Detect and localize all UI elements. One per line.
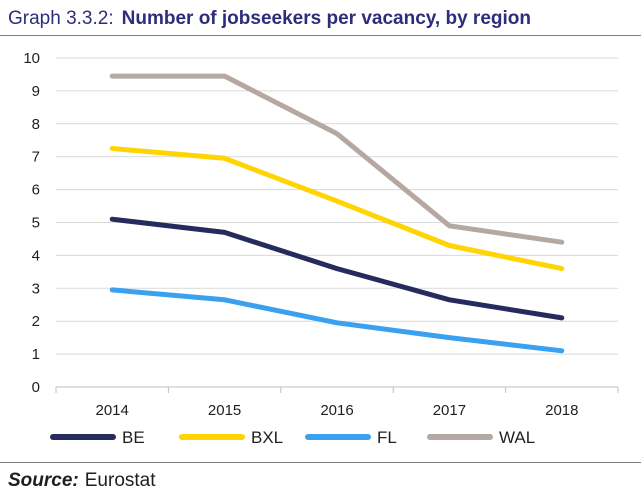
y-tick-label-3: 3	[32, 280, 40, 297]
y-tick-label-0: 0	[32, 379, 40, 396]
title-divider	[0, 35, 641, 36]
legend-label-wal: WAL	[499, 428, 535, 447]
legend: BE BXL FL WAL	[50, 428, 535, 447]
y-tick-label-1: 1	[32, 346, 40, 363]
source-value: Eurostat	[84, 470, 156, 491]
chart-title-bar: Graph 3.3.2: Number of jobseekers per vac…	[8, 6, 636, 32]
y-tick-label-6: 6	[32, 182, 40, 199]
chart-title: Number of jobseekers per vacancy, by reg…	[121, 8, 531, 29]
line-chart: 0 1 2 3 4 5 6 7 8 9 10 2014 2015 2016 2017 2018 BE BXL FL…	[23, 50, 619, 447]
x-tick-label-2014: 2014	[96, 402, 129, 419]
y-tick-label-9: 9	[32, 83, 40, 100]
y-tick-label-7: 7	[32, 149, 40, 166]
x-tick-label-2018: 2018	[545, 402, 578, 419]
x-tick-label-2017: 2017	[433, 402, 466, 419]
source-note: Source: Eurostat	[8, 469, 156, 493]
y-tick-label-10: 10	[23, 50, 40, 67]
series-line-bxl	[109, 146, 565, 272]
gridlines	[56, 57, 618, 355]
y-tick-label-8: 8	[32, 116, 40, 133]
y-tick-label-2: 2	[32, 313, 40, 330]
y-tick-label-4: 4	[32, 247, 40, 264]
series-line-be	[109, 216, 565, 321]
series-line-wal	[109, 73, 565, 245]
x-tick-label-2016: 2016	[320, 402, 353, 419]
series-line-fl	[109, 287, 565, 354]
axes: 0 1 2 3 4 5 6 7 8 9 10 2014 2015 2016 2017 2018	[23, 50, 619, 419]
legend-label-be: BE	[122, 428, 145, 447]
graph-number: Graph 3.3.2:	[8, 8, 114, 29]
x-tick-label-2015: 2015	[208, 402, 241, 419]
legend-label-bxl: BXL	[251, 428, 283, 447]
series-lines	[109, 73, 565, 354]
footer-divider	[0, 462, 641, 463]
y-tick-label-5: 5	[32, 215, 40, 232]
source-label: Source:	[8, 470, 79, 491]
legend-label-fl: FL	[377, 428, 397, 447]
